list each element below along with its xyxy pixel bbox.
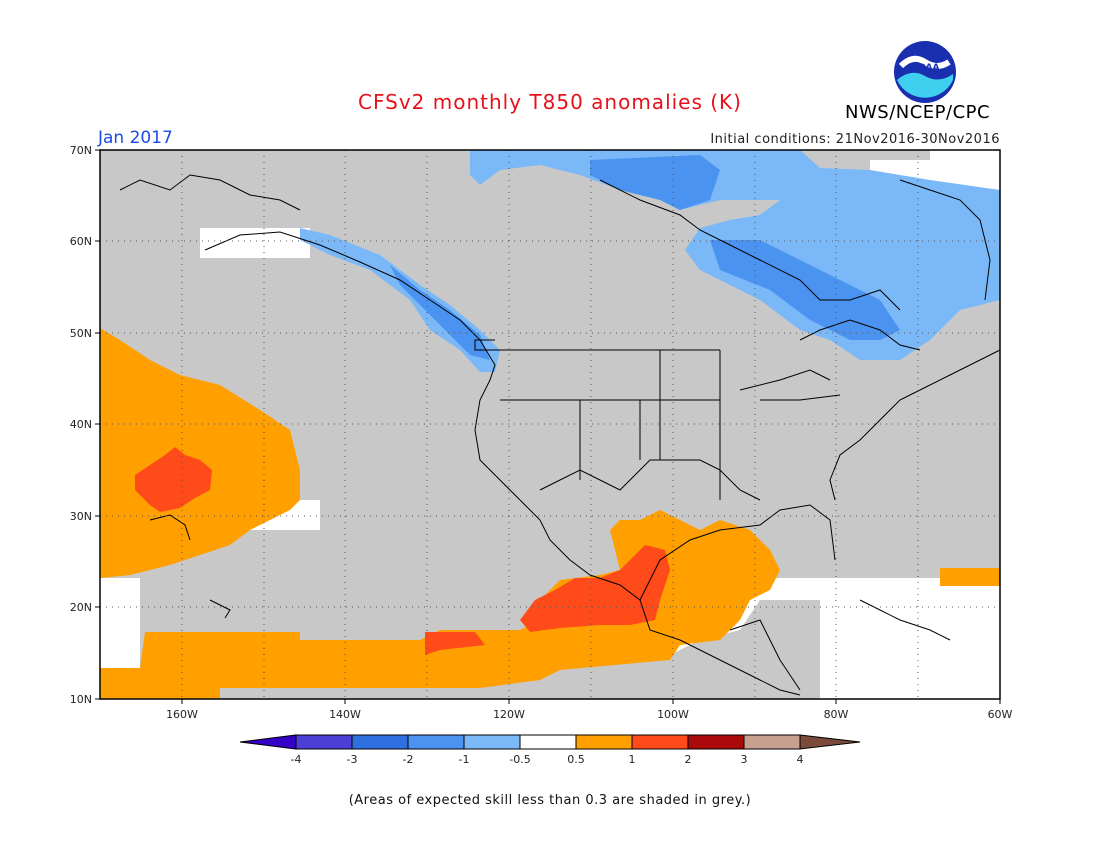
colorbar-label: 3 [741, 753, 748, 766]
forecast-month: Jan 2017 [98, 128, 173, 148]
latitude-labels: 70N 60N 50N 40N 30N 20N 10N [70, 144, 92, 706]
lat-label: 60N [70, 235, 92, 248]
colorbar-segment [519, 734, 577, 750]
colorbar-segment [407, 734, 465, 750]
colorbar-arrow-left [239, 734, 297, 750]
colorbar-label: 2 [685, 753, 692, 766]
lat-label: 10N [70, 693, 92, 706]
lat-label: 70N [70, 144, 92, 157]
longitude-labels: 160W 140W 120W 100W 80W 60W [166, 708, 1012, 721]
agency-label: NWS/NCEP/CPC [845, 102, 991, 123]
page-title: CFSv2 monthly T850 anomalies (K) [358, 90, 742, 114]
colorbar-label: -0.5 [509, 753, 530, 766]
colorbar-label: 4 [797, 753, 804, 766]
colorbar: -4 -3 -2 -1 -0.5 0.5 1 2 3 4 [239, 734, 861, 766]
colorbar-segment [743, 734, 801, 750]
axis-ticks [95, 149, 1001, 704]
lat-label: 50N [70, 327, 92, 340]
lat-label: 40N [70, 418, 92, 431]
colorbar-segment [631, 734, 689, 750]
colorbar-label: 0.5 [567, 753, 585, 766]
colorbar-label: -3 [347, 753, 358, 766]
colorbar-segment [687, 734, 745, 750]
colorbar-label: 1 [629, 753, 636, 766]
colorbar-segment [351, 734, 409, 750]
colorbar-segment [463, 734, 521, 750]
svg-text:NOAA: NOAA [911, 63, 940, 73]
colorbar-label: -2 [403, 753, 414, 766]
colorbar-segment [295, 734, 353, 750]
coastlines [119, 174, 1001, 696]
colorbar-label: -1 [459, 753, 470, 766]
lon-label: 80W [824, 708, 849, 721]
graticule [100, 150, 1000, 699]
lon-label: 60W [988, 708, 1013, 721]
lat-label: 30N [70, 510, 92, 523]
colorbar-segment [575, 734, 633, 750]
lon-label: 100W [657, 708, 689, 721]
noaa-logo: NOAA [894, 41, 956, 103]
skill-note: (Areas of expected skill less than 0.3 a… [348, 793, 752, 808]
lon-label: 120W [493, 708, 525, 721]
colorbar-label: -4 [291, 753, 302, 766]
colorbar-arrow-right [799, 734, 861, 750]
lon-label: 140W [329, 708, 361, 721]
red-warm-anomalies [135, 447, 670, 655]
initial-conditions: Initial conditions: 21Nov2016-30Nov2016 [710, 132, 1000, 147]
lon-label: 160W [166, 708, 198, 721]
blue-cold-anomalies [300, 150, 1000, 372]
lat-label: 20N [70, 601, 92, 614]
